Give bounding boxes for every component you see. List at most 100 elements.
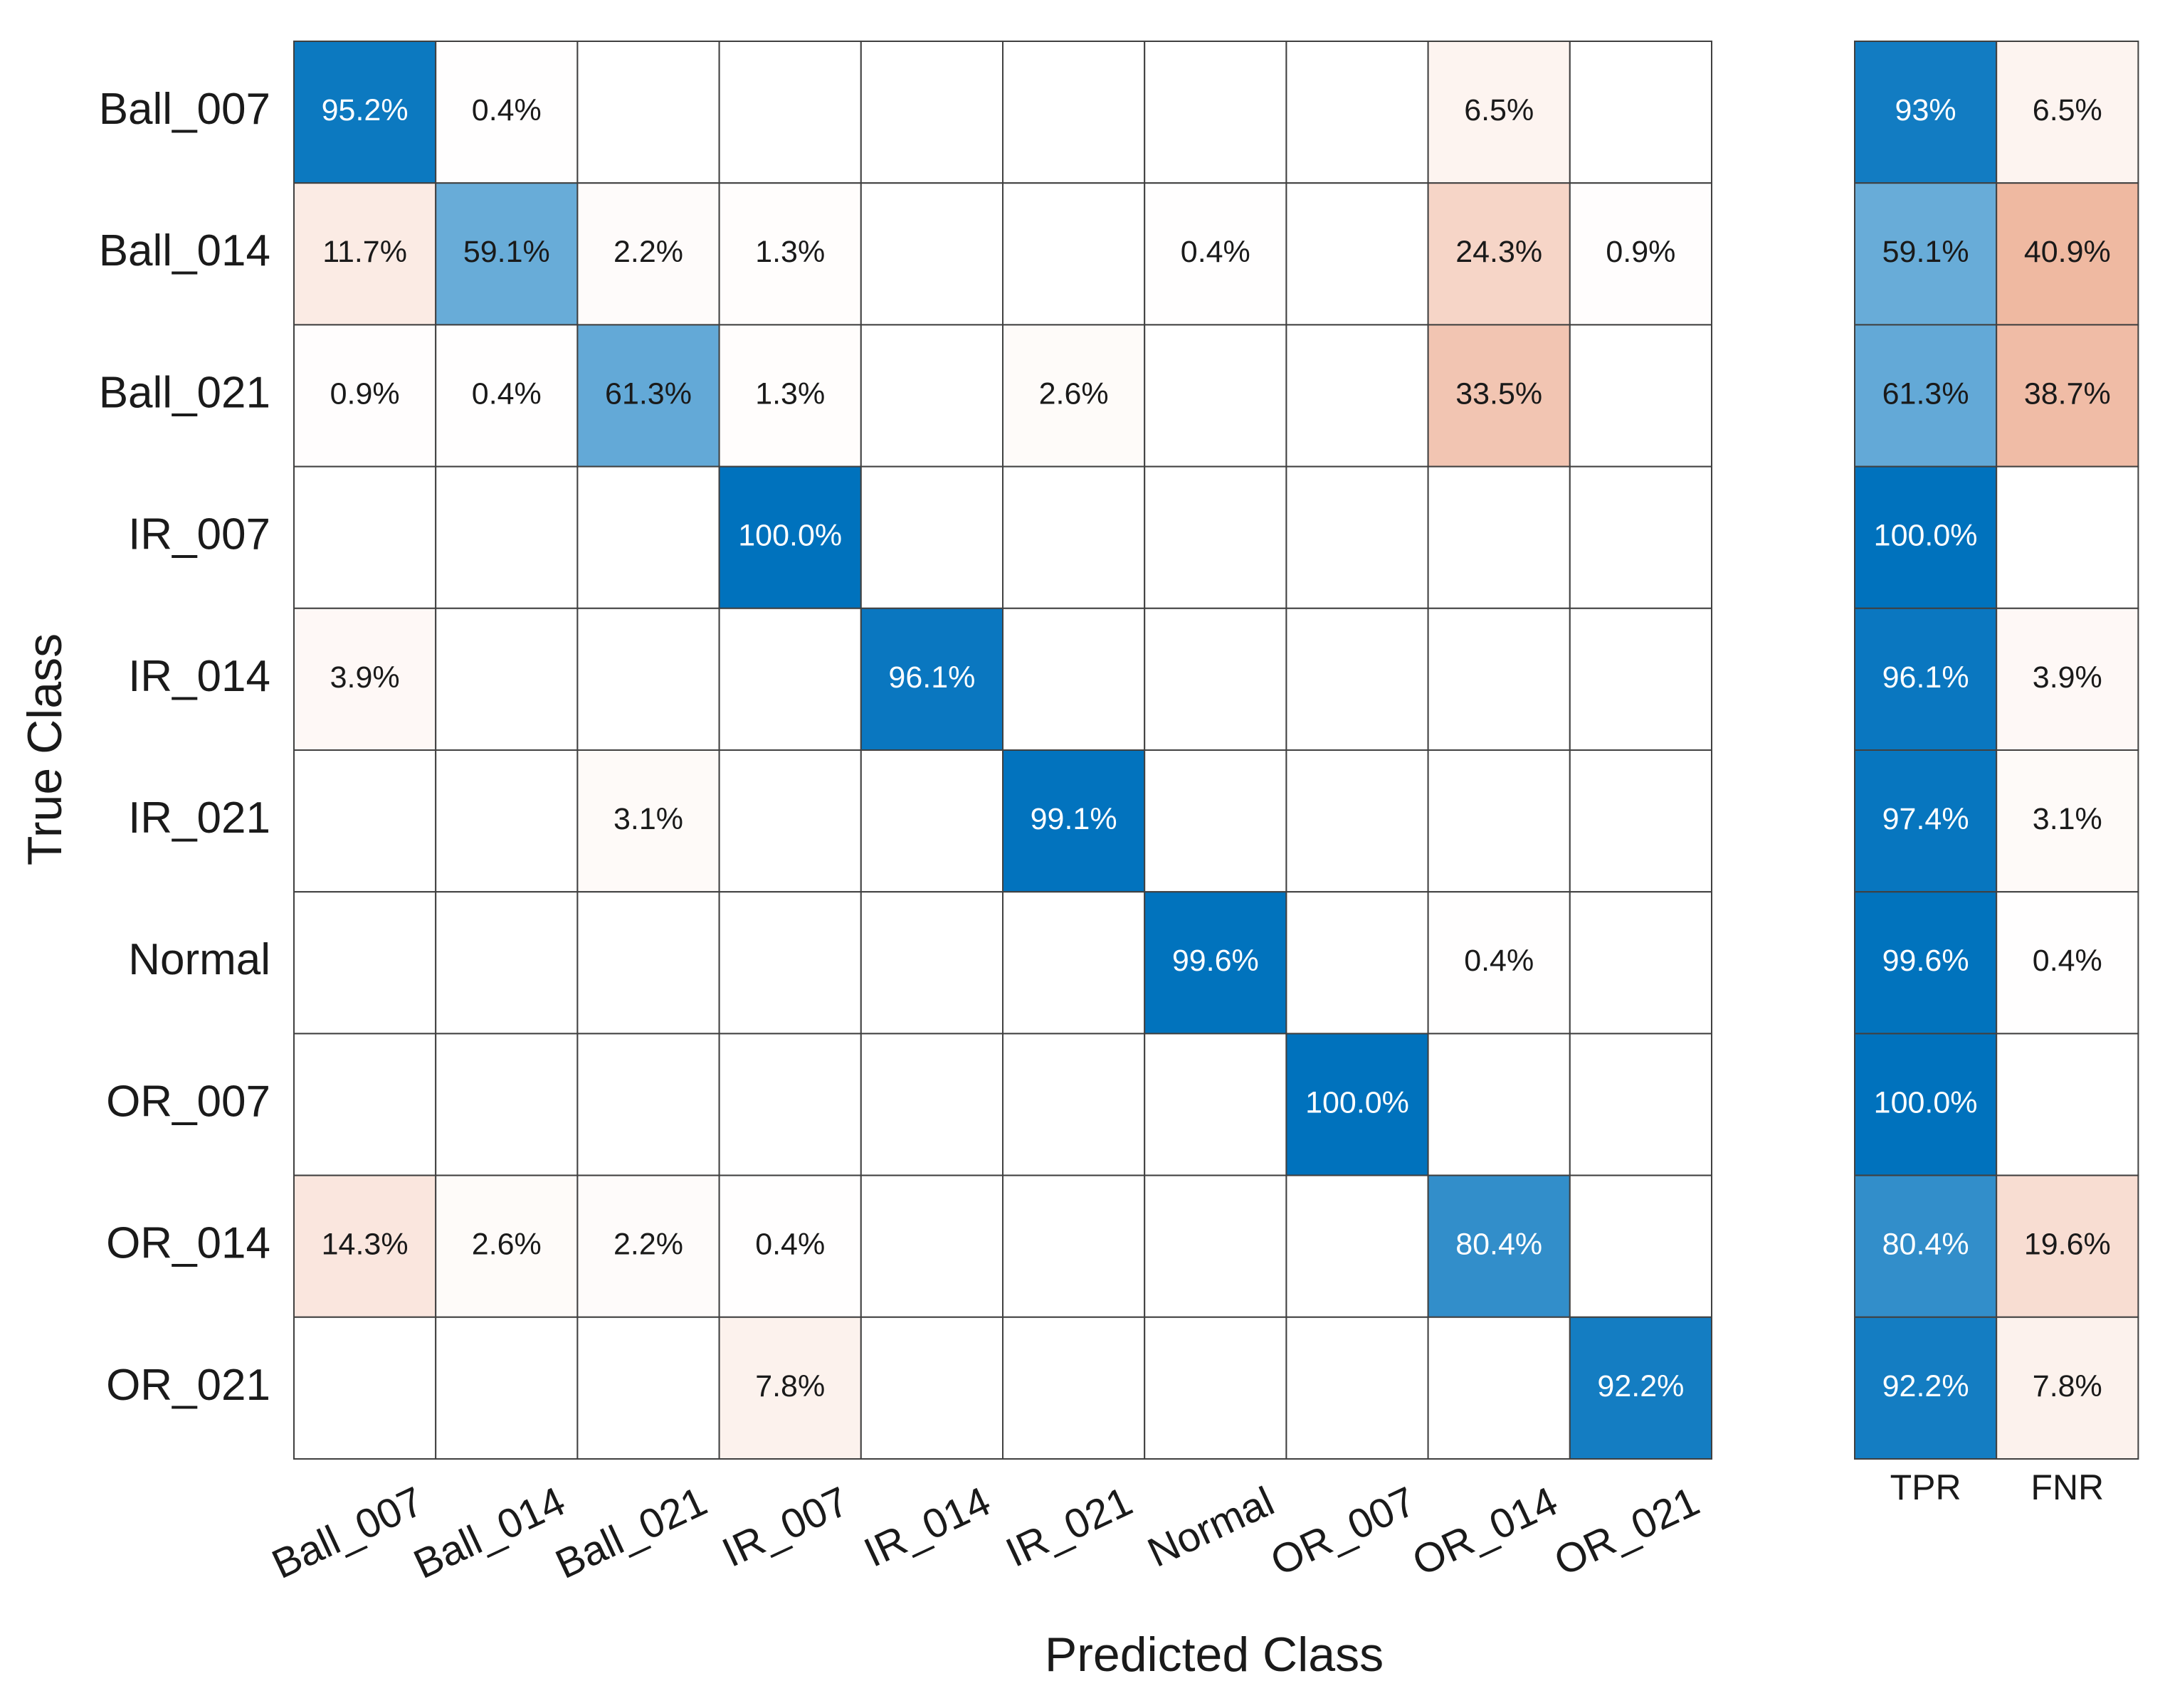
- cell: [576, 182, 720, 326]
- cell: [1854, 41, 1998, 184]
- empty-cell: [1427, 749, 1571, 893]
- cell: [1427, 324, 1571, 468]
- cell: [1996, 41, 2139, 184]
- row-label: Ball_014: [99, 226, 270, 275]
- empty-cell: [1002, 1316, 1146, 1460]
- cell-label: 100.0%: [1305, 1085, 1409, 1119]
- cell-label: 3.9%: [330, 660, 400, 695]
- cell-label: 100.0%: [1874, 519, 1978, 553]
- cell-label: 100.0%: [738, 519, 842, 553]
- cell: [576, 324, 720, 468]
- cell: [1569, 1316, 1713, 1460]
- empty-cell: [718, 749, 862, 893]
- cell: [1996, 324, 2139, 468]
- row-label: OR_021: [106, 1361, 270, 1410]
- column-label: IR_014: [857, 1478, 997, 1576]
- empty-cell: [860, 41, 1004, 184]
- cell: [1285, 1033, 1429, 1176]
- cell-label: 38.7%: [2024, 376, 2111, 411]
- empty-cell: [860, 324, 1004, 468]
- cell: [1996, 607, 2139, 751]
- cell-label: 100.0%: [1874, 1085, 1978, 1119]
- cell-label: 3.1%: [2033, 802, 2102, 836]
- empty-cell: [293, 1033, 437, 1176]
- empty-cell: [1285, 1174, 1429, 1318]
- empty-cell: [1144, 324, 1287, 468]
- empty-cell: [435, 891, 579, 1035]
- empty-cell: [1144, 749, 1287, 893]
- empty-cell: [718, 891, 862, 1035]
- row-label: IR_007: [128, 510, 270, 559]
- empty-cell: [435, 1033, 579, 1176]
- empty-cell: [1569, 891, 1713, 1035]
- empty-cell: [860, 465, 1004, 609]
- column-label: IR_021: [999, 1478, 1139, 1576]
- empty-cell: [576, 1316, 720, 1460]
- summary-column-label: FNR: [2030, 1467, 2104, 1507]
- cell: [576, 749, 720, 893]
- empty-cell: [293, 891, 437, 1035]
- empty-cell: [1569, 41, 1713, 184]
- cell: [293, 607, 437, 751]
- cell-label: 0.4%: [755, 1228, 825, 1262]
- cell-label: 92.2%: [1597, 1369, 1684, 1403]
- cell: [293, 1174, 437, 1318]
- cell: [718, 1174, 862, 1318]
- empty-cell: [1996, 1033, 2139, 1176]
- empty-cell: [1285, 891, 1429, 1035]
- cell-label: 6.5%: [1464, 93, 1534, 127]
- cell-label: 0.9%: [330, 376, 400, 411]
- cell-label: 95.2%: [322, 93, 409, 127]
- row-label: Ball_021: [99, 368, 270, 417]
- empty-cell: [1427, 465, 1571, 609]
- cell: [1854, 182, 1998, 326]
- cell-label: 19.6%: [2024, 1228, 2111, 1262]
- empty-cell: [293, 749, 437, 893]
- cell: [1569, 182, 1713, 326]
- cell: [1427, 41, 1571, 184]
- cell-label: 3.9%: [2033, 660, 2102, 695]
- empty-cell: [1569, 749, 1713, 893]
- cell-label: 24.3%: [1455, 235, 1542, 269]
- empty-cell: [1569, 324, 1713, 468]
- empty-cell: [1285, 41, 1429, 184]
- empty-cell: [1996, 465, 2139, 609]
- row-label: IR_014: [128, 652, 270, 701]
- cell: [293, 324, 437, 468]
- empty-cell: [1144, 1033, 1287, 1176]
- empty-cell: [718, 41, 862, 184]
- cell: [1996, 891, 2139, 1035]
- empty-cell: [718, 1033, 862, 1176]
- cell: [293, 182, 437, 326]
- cell-label: 0.4%: [1181, 235, 1250, 269]
- cell: [1854, 1316, 1998, 1460]
- empty-cell: [576, 607, 720, 751]
- empty-cell: [1427, 1033, 1571, 1176]
- empty-cell: [1002, 1174, 1146, 1318]
- cell-label: 93%: [1895, 93, 1956, 127]
- cell-label: 6.5%: [2033, 93, 2102, 127]
- cell-label: 99.6%: [1172, 944, 1259, 978]
- cell-label: 99.1%: [1031, 802, 1117, 836]
- cell-label: 2.2%: [613, 1228, 683, 1262]
- empty-cell: [576, 1033, 720, 1176]
- empty-cell: [435, 607, 579, 751]
- cell-label: 61.3%: [605, 376, 692, 411]
- cell: [1854, 324, 1998, 468]
- cell-label: 92.2%: [1882, 1369, 1969, 1403]
- cell-label: 0.4%: [1464, 944, 1534, 978]
- row-label: Ball_007: [99, 85, 270, 134]
- empty-cell: [435, 1316, 579, 1460]
- x-axis-title: Predicted Class: [1045, 1628, 1384, 1682]
- empty-cell: [1002, 1033, 1146, 1176]
- cell: [293, 41, 437, 184]
- empty-cell: [1569, 1033, 1713, 1176]
- column-label: OR_007: [1264, 1478, 1423, 1585]
- empty-cell: [1569, 465, 1713, 609]
- cell: [1854, 1033, 1998, 1176]
- cell: [718, 465, 862, 609]
- cell-label: 80.4%: [1882, 1228, 1969, 1262]
- cell: [1996, 1316, 2139, 1460]
- cell: [1996, 1174, 2139, 1318]
- empty-cell: [435, 749, 579, 893]
